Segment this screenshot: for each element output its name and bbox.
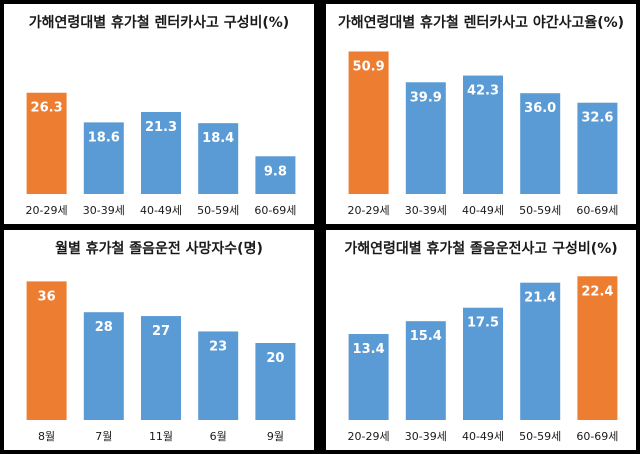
category-label: 30-39세 bbox=[83, 204, 125, 217]
category-label: 11월 bbox=[149, 430, 173, 443]
data-label: 36.0 bbox=[524, 101, 556, 116]
data-label: 18.6 bbox=[88, 130, 120, 145]
chart-title: 가해연령대별 휴가철 렌터카사고 야간사고율(%) bbox=[337, 15, 625, 31]
bar bbox=[255, 156, 296, 194]
category-label: 30-39세 bbox=[405, 204, 447, 217]
bar bbox=[348, 334, 389, 420]
category-label: 30-39세 bbox=[405, 430, 447, 443]
data-label: 9.8 bbox=[264, 164, 287, 179]
bar-chart: 36 8월 28 7월 27 11월 23 6월 20 9월 bbox=[26, 281, 296, 443]
bar bbox=[348, 51, 389, 195]
bar bbox=[405, 321, 446, 420]
bar bbox=[83, 122, 124, 194]
bar bbox=[577, 276, 618, 420]
data-label: 32.6 bbox=[581, 111, 613, 126]
data-label: 39.9 bbox=[410, 90, 442, 105]
bar bbox=[198, 123, 239, 194]
bar bbox=[26, 92, 67, 194]
category-label: 50-59세 bbox=[519, 204, 561, 217]
bar-chart: 26.3 20-29세 18.6 30-39세 21.3 40-49세 18.4 50-59세… bbox=[26, 92, 296, 217]
bar-chart: 50.9 20-29세 39.9 30-39세 42.3 40-49세 36.0 50-59세… bbox=[348, 51, 618, 217]
bar bbox=[463, 307, 503, 420]
data-label: 26.3 bbox=[31, 101, 63, 116]
bar bbox=[26, 281, 67, 420]
category-label: 7월 bbox=[95, 430, 112, 443]
category-label: 20-29세 bbox=[348, 430, 390, 443]
data-label: 20 bbox=[266, 351, 284, 366]
category-label: 60-69세 bbox=[254, 204, 296, 217]
data-label: 23 bbox=[209, 339, 227, 354]
category-label: 50-59세 bbox=[519, 430, 561, 443]
category-label: 20-29세 bbox=[26, 204, 68, 217]
bar bbox=[577, 102, 618, 194]
chart-panel-top-right: 가해연령대별 휴가철 렌터카사고 야간사고율(%) 50.9 20-29세 39.9… bbox=[326, 4, 636, 224]
category-label: 40-49세 bbox=[462, 204, 504, 217]
data-label: 28 bbox=[95, 320, 113, 335]
category-label: 60-69세 bbox=[576, 204, 618, 217]
data-label: 15.4 bbox=[410, 329, 442, 344]
chart-title: 가해연령대별 휴가철 렌터카사고 구성비(%) bbox=[28, 15, 290, 31]
chart-panel-top-left: 가해연령대별 휴가철 렌터카사고 구성비(%) 26.3 20-29세 18.6 30… bbox=[4, 4, 314, 224]
bar-chart: 13.4 20-29세 15.4 30-39세 17.5 40-49세 21.4 50-59세… bbox=[348, 276, 618, 443]
bar bbox=[463, 75, 503, 194]
chart-title: 가해연령대별 휴가철 졸음운전사고 구성비(%) bbox=[344, 241, 618, 257]
data-label: 21.3 bbox=[145, 120, 177, 135]
data-label: 17.5 bbox=[467, 316, 499, 331]
data-label: 13.4 bbox=[353, 342, 385, 357]
data-label: 22.4 bbox=[581, 284, 613, 299]
chart-panel-bottom-right: 가해연령대별 휴가철 졸음운전사고 구성비(%) 13.4 20-29세 15.4 3… bbox=[326, 230, 636, 450]
bar bbox=[405, 82, 446, 194]
data-label: 36 bbox=[38, 289, 56, 304]
category-label: 20-29세 bbox=[348, 204, 390, 217]
bar bbox=[255, 343, 296, 420]
data-label: 18.4 bbox=[202, 131, 234, 146]
bar bbox=[83, 312, 124, 420]
category-label: 50-59세 bbox=[197, 204, 239, 217]
data-label: 42.3 bbox=[467, 84, 499, 99]
bar bbox=[141, 316, 181, 420]
data-label: 21.4 bbox=[524, 291, 556, 306]
category-label: 9월 bbox=[267, 430, 284, 443]
bar bbox=[141, 111, 181, 194]
bar bbox=[520, 282, 561, 420]
chart-title: 월별 휴가철 졸음운전 사망자수(명) bbox=[55, 241, 263, 257]
category-label: 6월 bbox=[210, 430, 227, 443]
bar bbox=[198, 331, 239, 420]
category-label: 8월 bbox=[38, 430, 55, 443]
bar bbox=[520, 93, 561, 194]
data-label: 27 bbox=[152, 324, 170, 339]
data-label: 50.9 bbox=[353, 59, 385, 74]
chart-panel-bottom-left: 월별 휴가철 졸음운전 사망자수(명) 36 8월 28 7월 27 11월 23 6월 20 9… bbox=[4, 230, 314, 450]
category-label: 40-49세 bbox=[140, 204, 182, 217]
category-label: 60-69세 bbox=[576, 430, 618, 443]
category-label: 40-49세 bbox=[462, 430, 504, 443]
